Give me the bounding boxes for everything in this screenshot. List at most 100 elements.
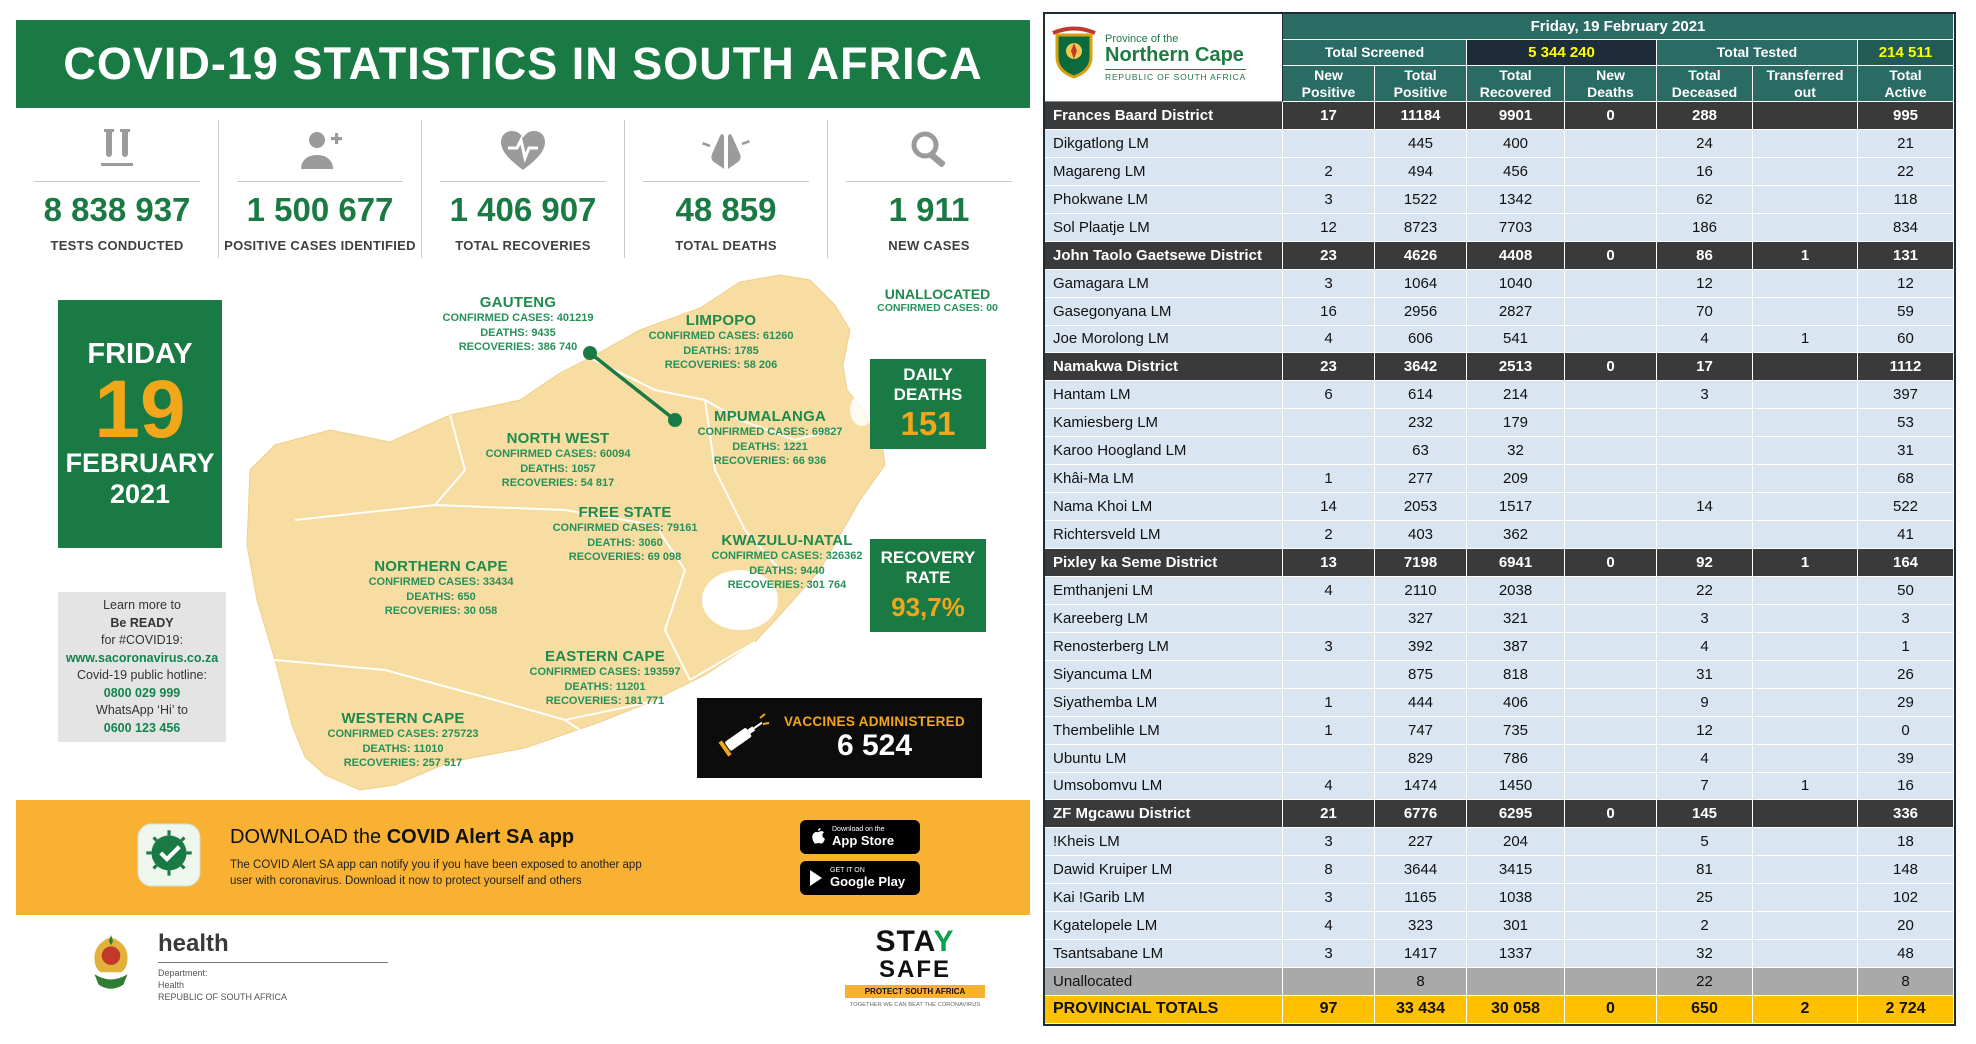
stay-text: STAY — [875, 925, 955, 958]
province-borders — [274, 357, 836, 776]
row-cell: 3642 — [1375, 353, 1467, 382]
row-cell: 131 — [1858, 241, 1954, 270]
row-cell: 6941 — [1467, 549, 1565, 577]
total-tested-value: 214 511 — [1858, 40, 1954, 66]
row-cell: 16 — [1858, 772, 1954, 801]
row-cell: 1112 — [1858, 353, 1954, 382]
row-cell — [1657, 465, 1753, 494]
row-cell — [1565, 828, 1657, 857]
row-cell — [1565, 157, 1657, 186]
row-cell: 13 — [1283, 549, 1375, 577]
row-cell: 400 — [1467, 129, 1565, 158]
row-cell: 818 — [1467, 660, 1565, 689]
row-cell: 4 — [1283, 325, 1375, 354]
total-tested-label: Total Tested — [1657, 40, 1858, 66]
row-cell: 7 — [1657, 772, 1753, 801]
row-cell: 29 — [1858, 688, 1954, 717]
province-confirmed: CONFIRMED CASES: 60094 — [485, 448, 631, 460]
row-cell: 3 — [1858, 604, 1954, 633]
row-cell: 327 — [1375, 604, 1467, 633]
row-cell: 26 — [1858, 660, 1954, 689]
google-play-badge[interactable]: GET IT ON Google Play — [800, 861, 920, 895]
row-cell: 1 — [1283, 688, 1375, 717]
row-cell — [1565, 940, 1657, 969]
table-row-thembelihle-lm: Thembelihle LM 1 747 735 12 0 — [1045, 716, 1954, 745]
row-cell — [1565, 856, 1657, 885]
row-cell: 1417 — [1375, 940, 1467, 969]
row-cell: 62 — [1657, 185, 1753, 214]
row-cell — [1565, 968, 1657, 996]
province-confirmed: CONFIRMED CASES: 61260 — [648, 330, 794, 342]
table-row-richtersveld-lm: Richtersveld LM 2 403 362 41 — [1045, 521, 1954, 549]
row-cell — [1565, 604, 1657, 633]
badge-small-text: Download on the — [832, 826, 885, 833]
row-cell: 50 — [1858, 576, 1954, 605]
row-cell: 12 — [1283, 213, 1375, 242]
row-cell: 1064 — [1375, 269, 1467, 298]
province-label-limpopo: LIMPOPO CONFIRMED CASES: 61260 DEATHS: 178… — [606, 312, 836, 373]
row-cell: 1517 — [1467, 493, 1565, 522]
row-cell — [1565, 660, 1657, 689]
table-body: Frances Baard District 17 11184 9901 0 288 995… — [1045, 102, 1954, 1024]
be-ready-info-box: Learn more to Be READY for #COVID19: www… — [58, 592, 226, 742]
row-cell: 6295 — [1467, 800, 1565, 829]
lesotho-cutout — [702, 570, 778, 630]
app-store-badge[interactable]: Download on the App Store — [800, 820, 920, 854]
person-plus-icon — [237, 126, 403, 182]
table-row-sol-plaatje-lm: Sol Plaatje LM 12 8723 7703 186 834 — [1045, 213, 1954, 242]
health-sub-line: Department: — [158, 968, 208, 978]
row-cell: 277 — [1375, 465, 1467, 494]
row-name: Namakwa District — [1045, 353, 1283, 382]
table-row-kgatelopele-lm: Kgatelopele LM 4 323 301 2 20 — [1045, 912, 1954, 941]
row-cell: 1 — [1753, 325, 1858, 354]
sa-coat-of-arms-icon — [80, 932, 142, 1003]
row-cell: 1 — [1753, 772, 1858, 801]
row-cell: 1 — [1283, 465, 1375, 494]
table-row-siyancuma-lm: Siyancuma LM 875 818 31 26 — [1045, 660, 1954, 689]
row-cell: 456 — [1467, 157, 1565, 186]
table-row-karoo-hoogland-lm: Karoo Hoogland LM 63 32 31 — [1045, 437, 1954, 466]
row-cell — [1753, 185, 1858, 214]
row-cell: 39 — [1858, 744, 1954, 773]
table-row-tsantsabane-lm: Tsantsabane LM 3 1417 1337 32 48 — [1045, 940, 1954, 969]
row-cell — [1753, 465, 1858, 494]
stat-value: 1 500 677 — [246, 191, 394, 228]
row-cell — [1753, 213, 1858, 242]
province-name: MPUMALANGA — [714, 408, 826, 425]
table-row-zf-mgcawu-district: ZF Mgcawu District 21 6776 6295 0 145 336 — [1045, 800, 1954, 829]
table-row-ubuntu-lm: Ubuntu LM 829 786 4 39 — [1045, 744, 1954, 773]
province-label-eastern-cape: EASTERN CAPE CONFIRMED CASES: 193597 DEATH… — [490, 648, 720, 709]
row-cell — [1565, 325, 1657, 354]
row-name: ZF Mgcawu District — [1045, 800, 1283, 829]
together-tagline: TOGETHER WE CAN BEAT THE CORONAVIRUS — [849, 1001, 981, 1008]
row-name: Dikgatlong LM — [1045, 129, 1283, 158]
table-row-magareng-lm: Magareng LM 2 494 456 16 22 — [1045, 157, 1954, 186]
stat-label: TOTAL DEATHS — [675, 238, 777, 253]
row-cell: 20 — [1858, 912, 1954, 941]
row-cell: 2110 — [1375, 576, 1467, 605]
row-cell: 3 — [1283, 828, 1375, 857]
date-year: 2021 — [109, 479, 171, 510]
northern-cape-data-table: Province of the Northern Cape REPUBLIC O… — [1043, 12, 1956, 1026]
row-name: Phokwane LM — [1045, 185, 1283, 214]
row-cell: 2827 — [1467, 297, 1565, 326]
row-cell: 4 — [1657, 325, 1753, 354]
table-row-dikgatlong-lm: Dikgatlong LM 445 400 24 21 — [1045, 129, 1954, 158]
row-cell — [1753, 437, 1858, 466]
row-cell: 1 — [1283, 716, 1375, 745]
province-recoveries: RECOVERIES: 58 206 — [664, 359, 778, 372]
table-row-umsobomvu-lm: Umsobomvu LM 4 1474 1450 7 1 16 — [1045, 772, 1954, 801]
stat-cell-total-recoveries: 1 406 907 TOTAL RECOVERIES — [421, 120, 624, 258]
test-tubes-icon — [34, 126, 200, 182]
province-name: GAUTENG — [479, 294, 557, 311]
row-cell: 2956 — [1375, 297, 1467, 326]
row-cell: 3644 — [1375, 856, 1467, 885]
website-link[interactable]: www.sacoronavirus.co.za — [65, 650, 219, 665]
row-name: Nama Khoi LM — [1045, 493, 1283, 522]
stat-value: 8 838 937 — [43, 191, 191, 228]
row-cell: 3 — [1283, 269, 1375, 298]
table-row-nama-khoi-lm: Nama Khoi LM 14 2053 1517 14 522 — [1045, 493, 1954, 522]
row-cell: 387 — [1467, 632, 1565, 661]
praying-hands-icon — [643, 126, 809, 182]
row-cell — [1753, 828, 1858, 857]
